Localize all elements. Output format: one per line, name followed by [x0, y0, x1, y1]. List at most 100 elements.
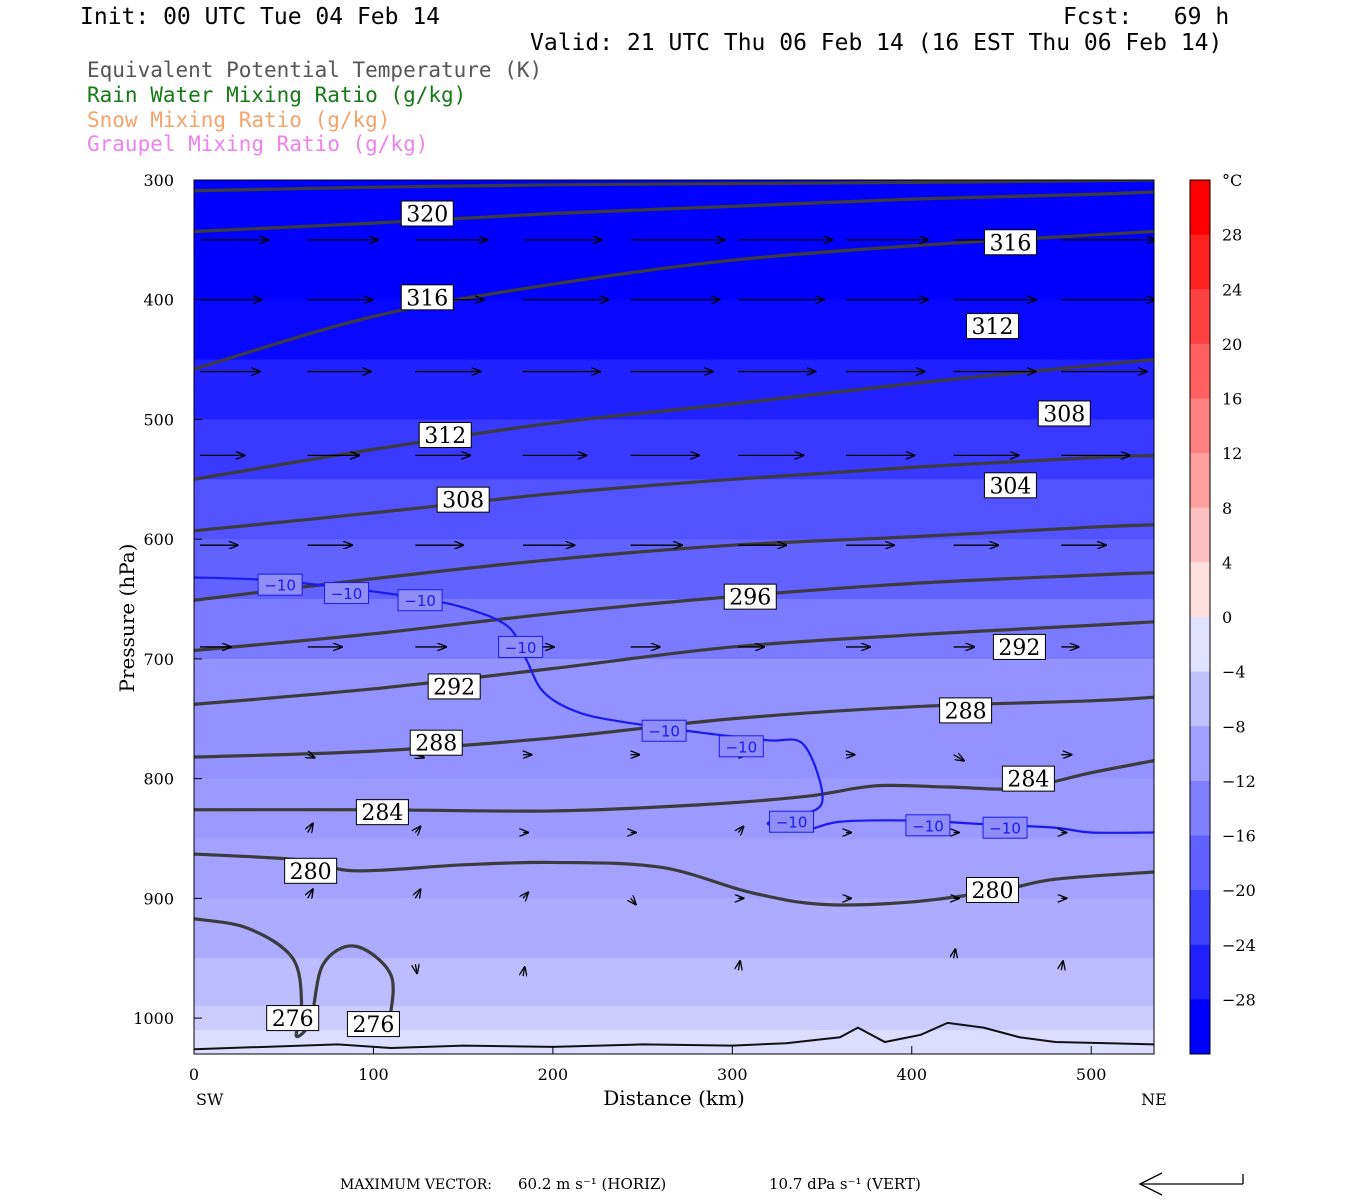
colorbar-swatch — [1190, 289, 1210, 345]
wind-vector — [954, 949, 956, 958]
isotherm-label-box — [397, 589, 443, 612]
colorbar-swatch — [1190, 780, 1210, 836]
theta-e-label: 308 — [1043, 402, 1085, 427]
colorbar-swatch — [1190, 999, 1210, 1055]
theta-e-contour — [194, 180, 1154, 193]
x-tick-label: 300 — [717, 1065, 748, 1084]
theta-e-label-box — [427, 673, 481, 700]
isotherm-label-box — [641, 719, 687, 742]
max-vector-vert: 10.7 dPa s⁻¹ (VERT) — [769, 1175, 921, 1193]
colorbar-swatch — [1190, 890, 1210, 946]
isotherm-label-box — [498, 635, 544, 658]
colorbar-tick-label: 20 — [1222, 335, 1242, 354]
temperature-band — [194, 958, 1154, 1007]
theta-e-label: 296 — [729, 586, 771, 611]
theta-e-contour — [194, 357, 1154, 481]
isotherm-label: −10 — [505, 639, 537, 657]
wind-vector — [631, 898, 636, 904]
wind-vector — [308, 824, 313, 833]
theta-e-contour — [194, 523, 1154, 602]
isotherm-label: −10 — [912, 817, 944, 835]
y-tick-label: 700 — [143, 650, 174, 669]
theta-e-label-box — [436, 486, 490, 513]
wind-vector — [738, 827, 743, 833]
forecast-hour: Fcst: 69 h — [1063, 4, 1230, 30]
wind-vector — [308, 755, 315, 758]
colorbar-tick-label: 28 — [1222, 226, 1242, 245]
colorbar-swatch — [1190, 453, 1210, 509]
theta-e-contour — [194, 695, 1154, 759]
y-tick-label: 400 — [143, 291, 174, 310]
theta-e-contour — [194, 917, 395, 1039]
isotherm-label-box — [718, 735, 764, 758]
colorbar-swatch — [1190, 944, 1210, 1000]
theta-e-label: 304 — [989, 474, 1031, 499]
theta-e-label-box — [992, 633, 1046, 660]
theta-e-label: 292 — [998, 636, 1040, 661]
x-axis-title: Distance (km) — [603, 1086, 745, 1110]
theta-e-label-box — [409, 729, 463, 756]
colorbar-tick-label: 12 — [1222, 444, 1242, 463]
theta-e-contour — [194, 571, 1154, 653]
wind-vector — [953, 755, 964, 761]
theta-e-label-box — [966, 876, 1020, 903]
temperature-band — [194, 898, 1154, 959]
field-rain-mixing-ratio: Rain Water Mixing Ratio (g/kg) — [87, 83, 467, 107]
field-graupel-mixing-ratio: Graupel Mixing Ratio (g/kg) — [87, 132, 429, 156]
max-vector-horiz: 60.2 m s⁻¹ (HORIZ) — [518, 1175, 667, 1193]
colorbar-tick-label: 4 — [1222, 553, 1232, 572]
colorbar-swatch — [1190, 507, 1210, 563]
colorbar-swatch — [1190, 617, 1210, 673]
colorbar-tick-label: 0 — [1222, 608, 1232, 627]
colorbar-tick-label: 16 — [1222, 390, 1242, 409]
wind-vector — [415, 964, 417, 973]
theta-e-label: 292 — [433, 675, 475, 700]
theta-e-label: 320 — [406, 203, 448, 228]
theta-e-label: 284 — [361, 801, 403, 826]
colorbar-swatch — [1190, 343, 1210, 399]
isotherm-label: −10 — [648, 723, 680, 741]
temperature-band — [194, 1006, 1154, 1031]
max-vector-label: MAXIMUM VECTOR: — [340, 1177, 492, 1193]
wind-vector — [523, 967, 525, 976]
y-tick-label: 600 — [143, 530, 174, 549]
colorbar-unit: °C — [1222, 171, 1242, 190]
y-axis-title: Pressure (hPa) — [115, 544, 139, 693]
theta-e-label: 316 — [989, 231, 1031, 256]
theta-e-label-box — [418, 422, 472, 449]
plot-frame — [193, 179, 1155, 1055]
theta-e-label: 316 — [406, 286, 448, 311]
theta-e-contour — [194, 229, 1154, 371]
theta-e-label: 276 — [352, 1013, 394, 1038]
colorbar-swatch — [1190, 835, 1210, 891]
isotherm-label: −10 — [331, 585, 363, 603]
wind-vector — [415, 827, 420, 833]
theta-e-label-box — [266, 1005, 320, 1032]
colorbar-frame — [1189, 179, 1211, 1055]
theta-e-label-box — [400, 200, 454, 227]
colorbar-tick-label: −8 — [1222, 717, 1246, 736]
y-tick-label: 500 — [143, 410, 174, 429]
colorbar-swatch — [1190, 726, 1210, 782]
isotherm-label: −10 — [776, 814, 808, 832]
x-tick-label: 400 — [896, 1065, 927, 1084]
terrain-line — [194, 1021, 1154, 1051]
wind-vector — [1061, 961, 1063, 970]
colorbar-swatch — [1190, 180, 1210, 236]
colorbar-tick-label: −20 — [1222, 881, 1256, 900]
x-tick-label: 500 — [1076, 1065, 1107, 1084]
theta-e-contour — [194, 620, 1154, 706]
theta-e-label-box — [346, 1011, 400, 1038]
theta-e-contour — [194, 453, 1154, 533]
temperature-band — [194, 658, 1154, 720]
theta-e-label-box — [966, 313, 1020, 340]
init-time: Init: 00 UTC Tue 04 Feb 14 — [80, 4, 441, 30]
theta-e-label-box — [355, 799, 409, 826]
theta-e-label-box — [723, 583, 777, 610]
wind-vector — [738, 961, 740, 970]
x-right-direction: NE — [1141, 1090, 1167, 1109]
x-tick-label: 100 — [358, 1065, 389, 1084]
theta-e-label: 312 — [424, 424, 466, 449]
y-tick-label: 1000 — [133, 1009, 174, 1028]
theta-e-label: 280 — [972, 879, 1014, 904]
